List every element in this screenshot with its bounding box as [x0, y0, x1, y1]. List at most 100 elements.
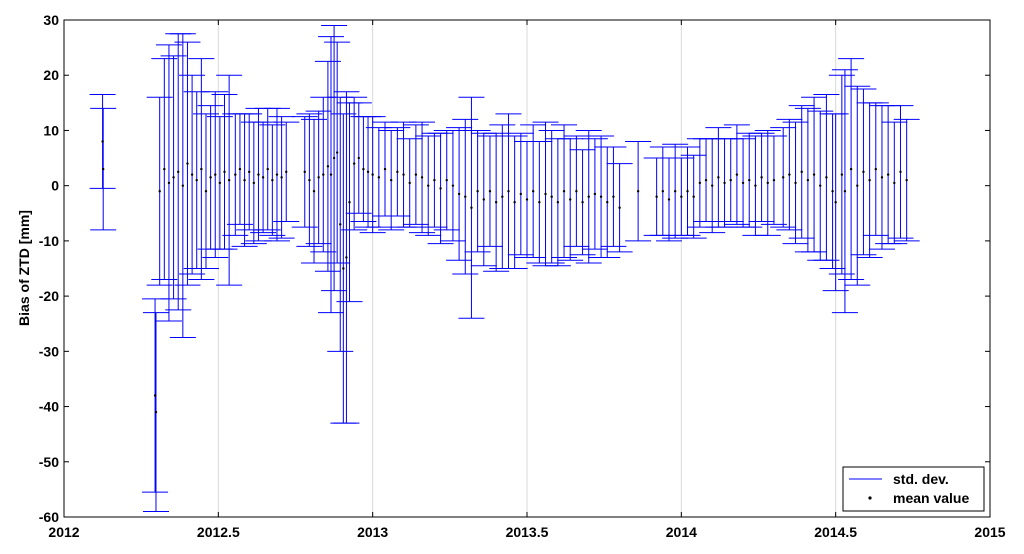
mean-point: [569, 198, 572, 201]
mean-point: [843, 189, 847, 193]
mean-point: [723, 181, 726, 185]
legend-mean-label: mean value: [893, 490, 969, 506]
mean-point: [494, 201, 498, 204]
y-axis: -60 -50 -40 -30 -20 -10 0 10 20 30: [39, 12, 990, 525]
mean-point: [457, 192, 461, 196]
mean-point: [366, 170, 370, 174]
mean-point: [248, 170, 251, 174]
mean-point: [186, 162, 189, 165]
mean-point: [556, 201, 560, 204]
mean-point: [408, 181, 411, 185]
mean-point: [741, 181, 745, 185]
mean-point: [711, 184, 714, 187]
mean-point: [420, 176, 424, 179]
mean-point: [280, 176, 283, 179]
mean-point: [362, 167, 365, 171]
mean-point: [317, 176, 320, 179]
mean-point: [223, 170, 226, 174]
mean-point: [525, 198, 529, 201]
x-axis: 2012 2012.5 2013 2013.5 2014 2014.5 2015: [48, 20, 1006, 540]
mean-point: [661, 189, 665, 193]
mean-point: [868, 178, 871, 182]
mean-point: [238, 167, 242, 171]
mean-point: [345, 256, 348, 259]
mean-point: [227, 178, 231, 182]
y-tick-label: 20: [43, 67, 59, 83]
mean-point: [513, 201, 516, 204]
mean-point: [214, 173, 217, 176]
mean-point: [788, 173, 791, 176]
mean-point: [389, 178, 393, 182]
mean-point: [470, 206, 473, 209]
legend-std-dev-label: std. dev.: [893, 471, 949, 487]
y-tick-label: -40: [39, 399, 59, 415]
mean-point: [275, 173, 279, 176]
mean-point: [606, 201, 609, 204]
mean-point: [402, 173, 405, 176]
mean-point: [153, 394, 157, 397]
mean-point: [190, 173, 194, 176]
mean-point: [445, 178, 448, 182]
mean-point: [840, 173, 844, 176]
mean-point: [252, 181, 256, 185]
x-tick-label: 2013: [357, 524, 388, 540]
mean-point: [261, 176, 265, 179]
mean-point: [335, 151, 339, 154]
mean-point: [874, 167, 877, 171]
mean-point: [905, 178, 908, 182]
mean-point: [396, 170, 399, 174]
mean-point: [519, 192, 523, 196]
mean-point: [618, 206, 621, 209]
mean-point: [680, 195, 683, 198]
x-tick-label: 2014: [666, 524, 697, 540]
y-tick-label: -30: [39, 343, 59, 359]
mean-point: [760, 176, 763, 179]
mean-point: [266, 167, 269, 171]
mean-point: [285, 170, 288, 174]
x-tick-label: 2013.5: [506, 524, 549, 540]
mean-point: [562, 189, 566, 193]
mean-point: [667, 198, 671, 201]
y-axis-label: Bias of ZTD [mm]: [16, 210, 32, 326]
mean-point: [308, 178, 311, 182]
mean-point: [612, 195, 615, 198]
mean-point: [698, 181, 702, 185]
mean-point: [735, 173, 739, 176]
mean-point: [102, 167, 105, 171]
y-tick-label: 10: [43, 122, 59, 138]
mean-point: [766, 181, 769, 185]
mean-point: [204, 189, 208, 193]
x-tick-label: 2015: [974, 524, 1005, 540]
mean-point: [581, 201, 584, 204]
mean-point: [326, 165, 330, 168]
mean-point: [218, 181, 222, 185]
mean-point: [167, 181, 171, 185]
mean-point: [451, 184, 455, 187]
mean-point: [800, 170, 803, 174]
y-tick-label: -50: [39, 454, 59, 470]
mean-point: [101, 140, 104, 143]
mean-point: [849, 167, 853, 171]
mean-point: [163, 167, 166, 171]
mean-point: [177, 170, 180, 174]
mean-point: [352, 162, 356, 165]
mean-point: [893, 181, 896, 185]
mean-point: [880, 176, 884, 179]
y-tick-label: -60: [39, 509, 59, 525]
mean-point: [158, 189, 161, 193]
mean-point: [729, 178, 732, 182]
mean-point: [692, 195, 695, 198]
legend-mean-swatch: [868, 496, 872, 500]
mean-point: [332, 156, 336, 160]
mean-point: [575, 189, 578, 193]
mean-point: [195, 178, 198, 182]
mean-point: [342, 267, 345, 270]
mean-point: [899, 170, 902, 174]
mean-point: [531, 189, 535, 193]
mean-point: [234, 173, 237, 176]
mean-point: [303, 170, 306, 174]
mean-point: [200, 167, 203, 171]
mean-point: [781, 176, 785, 179]
